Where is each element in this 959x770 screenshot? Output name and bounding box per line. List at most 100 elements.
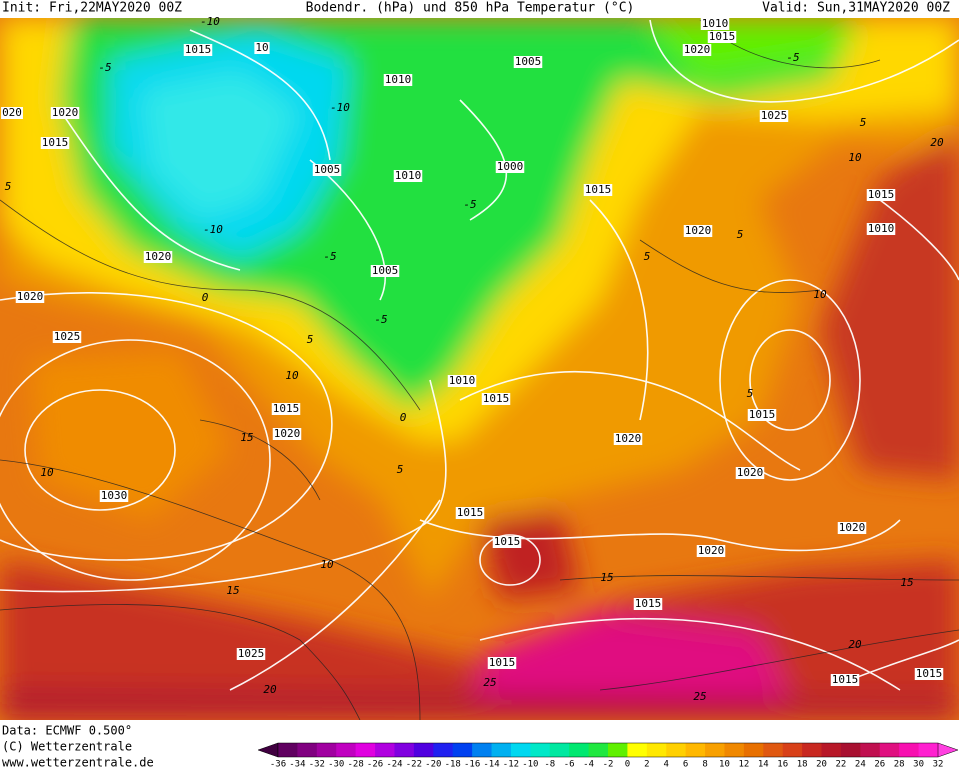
temperature-label: 20 (848, 638, 862, 651)
isobar-label-box (15, 291, 45, 303)
isobar-label-box (447, 375, 477, 387)
colorbar-tick-label: 26 (874, 760, 885, 770)
temperature-label: 0 (202, 291, 209, 304)
temperature-label: 10 (320, 558, 334, 571)
isobar-label-box (866, 189, 896, 201)
isobar-label: 1000 (497, 160, 524, 173)
isobar-label-box (707, 31, 737, 43)
isobar-label-box (99, 490, 129, 502)
map-title: Bodendr. (hPa) und 850 hPa Temperatur (°… (306, 1, 635, 16)
temperature-label: -5 (374, 313, 387, 326)
init-time: Init: Fri,22MAY2020 00Z (2, 1, 182, 16)
colorbar-bin (646, 743, 667, 757)
colorbar-tick-label: 30 (913, 760, 924, 770)
isobar-label: 1010 (395, 169, 422, 182)
colorbar-bin (918, 743, 939, 757)
colorbar-bin (821, 743, 842, 757)
temperature-label: 15 (240, 431, 253, 444)
colorbar-tick-label: -26 (367, 760, 383, 770)
isobar-label-box (633, 598, 663, 610)
isobar-label-box (837, 522, 867, 534)
colorbar-tick-label: 8 (702, 760, 707, 770)
colorbar-bin (743, 743, 764, 757)
colorbar-bin (763, 743, 784, 757)
temperature-label: 5 (737, 228, 744, 241)
isobar-label: 1020 (52, 106, 79, 119)
temperature-label: 0 (400, 411, 407, 424)
colorbar-bin (549, 743, 570, 757)
colorbar-bin (316, 743, 337, 757)
colorbar-bin (472, 743, 493, 757)
isobar-label: 1015 (868, 188, 895, 201)
isobar-label-box (613, 433, 643, 445)
colorbar-bin (724, 743, 745, 757)
colorbar-tick-label: 0 (625, 760, 630, 770)
colorbar-tick-label: 18 (797, 760, 808, 770)
temperature-label: -10 (203, 223, 223, 236)
temperature-label: 5 (644, 250, 651, 263)
isobar-label: 1010 (702, 17, 729, 30)
colorbar-tick-label: -32 (309, 760, 325, 770)
isobar-label-box (52, 331, 82, 343)
isobar-label-box (487, 657, 517, 669)
isobar-label: 1020 (737, 466, 764, 479)
isobar-label: 1015 (457, 506, 484, 519)
isobar-label: 1010 (385, 73, 412, 86)
colorbar-tick-label: 4 (664, 760, 669, 770)
temperature-label: 25 (693, 690, 706, 703)
isobar-label: 1030 (101, 489, 128, 502)
isobar-label: 1015 (483, 392, 510, 405)
isobar-label: 1015 (494, 535, 521, 548)
colorbar-tick-label: -6 (564, 760, 575, 770)
colorbar-tick-label: 22 (836, 760, 847, 770)
temperature-label: 10 (848, 151, 862, 164)
colorbar-tick-label: -30 (328, 760, 344, 770)
temperature-label: 20 (263, 683, 277, 696)
isobar-label-box (495, 161, 525, 173)
isobar-label-box (50, 107, 80, 119)
isobar-label: 1015 (916, 667, 943, 680)
temperature-label: 10 (40, 466, 54, 479)
isobar-label: 1015 (749, 408, 776, 421)
isobar-label: 1005 (372, 264, 399, 277)
isobar-label: 1025 (54, 330, 81, 343)
colorbar-tick-label: 24 (855, 760, 866, 770)
colorbar-tick-label: 2 (644, 760, 649, 770)
temperature-label: 10 (813, 288, 827, 301)
colorbar-bin (666, 743, 687, 757)
colorbar-tick-label: -24 (386, 760, 402, 770)
temperature-label: 15 (900, 576, 913, 589)
colorbar-bin (278, 743, 298, 757)
data-source: Data: ECMWF 0.500° (2, 724, 132, 738)
isobar-label: 10 (255, 41, 268, 54)
colorbar-tick-label: -34 (289, 760, 305, 770)
colorbar-tick-label: -12 (503, 760, 519, 770)
colorbar-bin (297, 743, 318, 757)
colorbar-bin (899, 743, 920, 757)
colorbar-tick-label: -28 (348, 760, 364, 770)
isobar-label-box (481, 393, 511, 405)
colorbar-tick-label: -8 (544, 760, 555, 770)
isobar-label-box (254, 42, 270, 54)
colorbar-frame (277, 742, 939, 758)
colorbar-bin (413, 743, 434, 757)
colorbar-bin (355, 743, 376, 757)
colorbar-bin (375, 743, 395, 757)
colorbar-tick-label: -10 (522, 760, 538, 770)
isobar-label: 1015 (585, 183, 612, 196)
colorbar-tick-label: -18 (445, 760, 461, 770)
colorbar-tick-label: 6 (683, 760, 688, 770)
isobar-label-box (513, 56, 543, 68)
isobar-label-box (455, 507, 485, 519)
colorbar-bin (840, 743, 861, 757)
isobar-label-box (700, 18, 730, 30)
isobar-label: 1020 (274, 427, 301, 440)
colorbar-bin (608, 743, 628, 757)
isobar-label: 1015 (273, 402, 300, 415)
temperature-label: -5 (786, 51, 799, 64)
colorbar-bin (491, 743, 512, 757)
isobar-label: 1015 (489, 656, 516, 669)
colorbar-tick-label: 10 (719, 760, 730, 770)
temperature-label: -5 (323, 250, 336, 263)
